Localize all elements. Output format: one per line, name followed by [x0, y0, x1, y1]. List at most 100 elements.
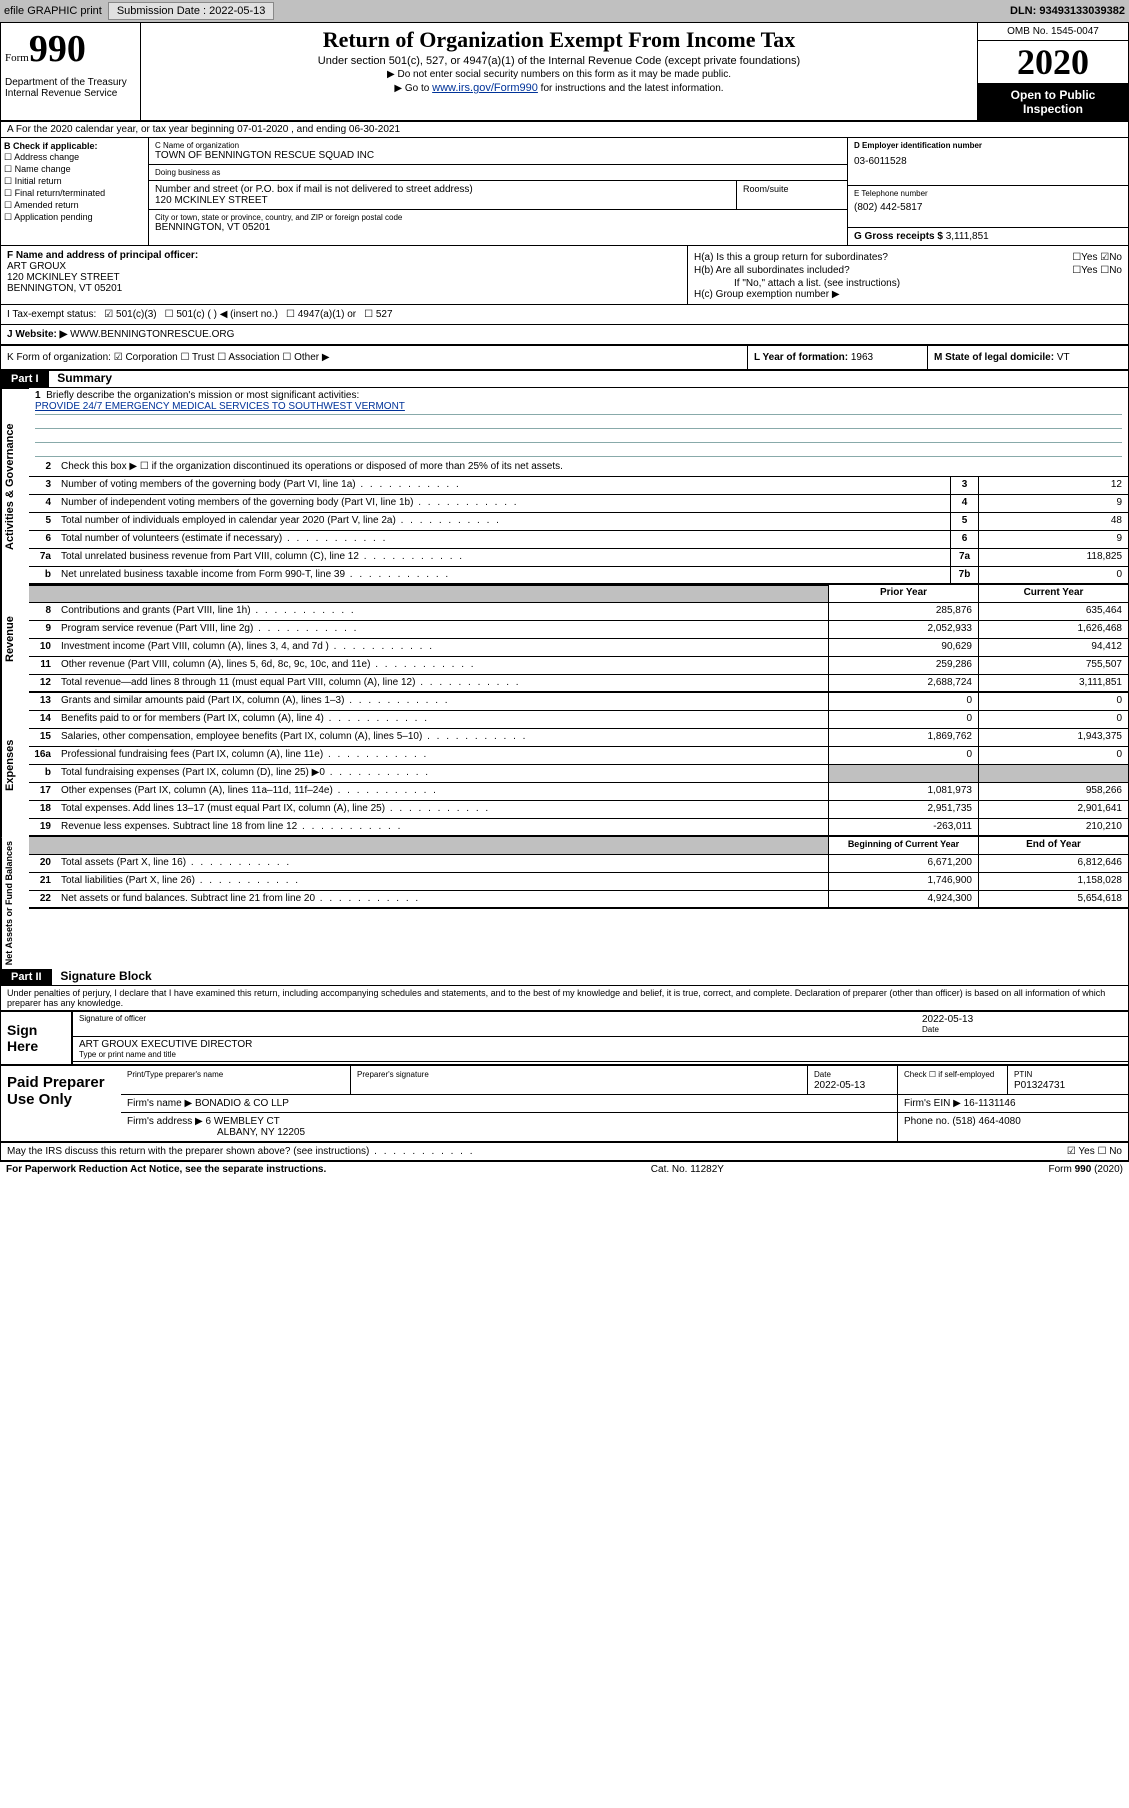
dba-cell: Doing business as [149, 165, 847, 181]
header-title-block: Return of Organization Exempt From Incom… [141, 23, 978, 120]
form-990: Form990 Department of the Treasury Inter… [0, 22, 1129, 1162]
tax-exempt-row: I Tax-exempt status: ☑ 501(c)(3) ☐ 501(c… [1, 305, 1128, 325]
officer-name-line: ART GROUX EXECUTIVE DIRECTORType or prin… [73, 1037, 1128, 1062]
penalty-text: Under penalties of perjury, I declare th… [1, 986, 1128, 1010]
netassets-section: Net Assets or Fund Balances Beginning of… [1, 837, 1128, 969]
line-a-period: A For the 2020 calendar year, or tax yea… [1, 122, 1128, 138]
dln: DLN: 93493133039382 [1010, 5, 1125, 17]
rev-header: Prior Year Current Year [29, 585, 1128, 603]
addr-cell: Number and street (or P.O. box if mail i… [149, 181, 847, 210]
form-title: Return of Organization Exempt From Incom… [149, 27, 969, 53]
section-bcde: B Check if applicable: ☐ Address change … [1, 138, 1128, 246]
discuss-row: May the IRS discuss this return with the… [1, 1143, 1128, 1161]
dept-treasury: Department of the Treasury Internal Reve… [5, 77, 136, 99]
prep-row1: Print/Type preparer's name Preparer's si… [121, 1066, 1128, 1095]
gross-receipts-cell: G Gross receipts $ 3,111,851 [848, 228, 1128, 245]
data-row: 18 Total expenses. Add lines 13–17 (must… [29, 801, 1128, 819]
phone-cell: E Telephone number (802) 442-5817 [848, 186, 1128, 228]
prep-row3: Firm's address ▶ 6 WEMBLEY CTALBANY, NY … [121, 1113, 1128, 1141]
data-row: 10 Investment income (Part VIII, column … [29, 639, 1128, 657]
page-footer: For Paperwork Reduction Act Notice, see … [0, 1162, 1129, 1177]
side-governance: Activities & Governance [1, 388, 29, 585]
governance-section: Activities & Governance 1 Briefly descri… [1, 388, 1128, 585]
ein-cell: D Employer identification number 03-6011… [848, 138, 1128, 186]
data-row: 22 Net assets or fund balances. Subtract… [29, 891, 1128, 909]
city-cell: City or town, state or province, country… [149, 210, 847, 236]
data-row: 14 Benefits paid to or for members (Part… [29, 711, 1128, 729]
data-row: 15 Salaries, other compensation, employe… [29, 729, 1128, 747]
tax-year: 2020 [978, 41, 1128, 84]
omb-number: OMB No. 1545-0047 [978, 23, 1128, 41]
data-row: 21 Total liabilities (Part X, line 26) 1… [29, 873, 1128, 891]
gov-row: 7a Total unrelated business revenue from… [29, 549, 1128, 567]
gov-row: 5 Total number of individuals employed i… [29, 513, 1128, 531]
chk-app-pending[interactable]: ☐ Application pending [4, 212, 145, 223]
expenses-section: Expenses 13 Grants and similar amounts p… [1, 693, 1128, 837]
data-row: 16a Professional fundraising fees (Part … [29, 747, 1128, 765]
part1-header: Part I Summary [1, 371, 1128, 388]
cat-no: Cat. No. 11282Y [651, 1164, 724, 1175]
form-org-type: K Form of organization: ☑ Corporation ☐ … [1, 346, 748, 369]
mission-text: PROVIDE 24/7 EMERGENCY MEDICAL SERVICES … [35, 401, 1122, 415]
data-row: 11 Other revenue (Part VIII, column (A),… [29, 657, 1128, 675]
side-netassets: Net Assets or Fund Balances [1, 837, 29, 969]
toolbar: efile GRAPHIC print Submission Date : 20… [0, 0, 1129, 22]
chk-4947[interactable]: ☐ 4947(a)(1) or [286, 309, 356, 320]
block-h: H(a) Is this a group return for subordin… [688, 246, 1128, 304]
data-row: b Total fundraising expenses (Part IX, c… [29, 765, 1128, 783]
paid-preparer-block: Paid Preparer Use Only Print/Type prepar… [1, 1064, 1128, 1143]
hb-question: H(b) Are all subordinates included?☐Yes … [694, 265, 1122, 276]
header-right: OMB No. 1545-0047 2020 Open to Public In… [978, 23, 1128, 120]
mission-row: 1 Briefly describe the organization's mi… [29, 388, 1128, 459]
goto-note: ▶ Go to www.irs.gov/Form990 for instruct… [149, 82, 969, 94]
block-c: C Name of organization TOWN OF BENNINGTO… [149, 138, 848, 245]
part2-header: Part II Signature Block [1, 969, 1128, 986]
ha-question: H(a) Is this a group return for subordin… [694, 252, 1122, 263]
revenue-section: Revenue Prior Year Current Year 8 Contri… [1, 585, 1128, 693]
efile-label: efile GRAPHIC print [4, 5, 102, 17]
data-row: 20 Total assets (Part X, line 16) 6,671,… [29, 855, 1128, 873]
chk-address-change[interactable]: ☐ Address change [4, 152, 145, 163]
data-row: 13 Grants and similar amounts paid (Part… [29, 693, 1128, 711]
form-subtitle: Under section 501(c), 527, or 4947(a)(1)… [149, 55, 969, 67]
data-row: 9 Program service revenue (Part VIII, li… [29, 621, 1128, 639]
data-row: 17 Other expenses (Part IX, column (A), … [29, 783, 1128, 801]
year-formation: L Year of formation: 1963 [748, 346, 928, 369]
gov-row: 4 Number of independent voting members o… [29, 495, 1128, 513]
gov-row: 3 Number of voting members of the govern… [29, 477, 1128, 495]
org-name-cell: C Name of organization TOWN OF BENNINGTO… [149, 138, 847, 165]
form990-link[interactable]: www.irs.gov/Form990 [432, 82, 538, 94]
gov-row: b Net unrelated business taxable income … [29, 567, 1128, 585]
paid-preparer-label: Paid Preparer Use Only [1, 1066, 121, 1141]
officer-sig-line: Signature of officer 2022-05-13Date [73, 1012, 1128, 1037]
sign-here-label: Sign Here [1, 1012, 71, 1064]
block-d: D Employer identification number 03-6011… [848, 138, 1128, 245]
ssn-note: ▶ Do not enter social security numbers o… [149, 69, 969, 80]
sign-here-block: Sign Here Signature of officer 2022-05-1… [1, 1010, 1128, 1064]
chk-501c3[interactable]: ☑ 501(c)(3) [104, 309, 156, 320]
website-value: WWW.BENNINGTONRESCUE.ORG [70, 329, 234, 340]
paperwork-notice: For Paperwork Reduction Act Notice, see … [6, 1164, 326, 1175]
header-left: Form990 Department of the Treasury Inter… [1, 23, 141, 120]
data-row: 8 Contributions and grants (Part VIII, l… [29, 603, 1128, 621]
prep-row2: Firm's name ▶ BONADIO & CO LLP Firm's EI… [121, 1095, 1128, 1113]
hb-note: If "No," attach a list. (see instruction… [694, 278, 1122, 289]
form-header: Form990 Department of the Treasury Inter… [1, 23, 1128, 122]
chk-527[interactable]: ☐ 527 [364, 309, 392, 320]
side-revenue: Revenue [1, 585, 29, 693]
submission-date-button[interactable]: Submission Date : 2022-05-13 [108, 2, 275, 20]
form-number: Form990 [5, 27, 136, 71]
website-row: J Website: ▶ WWW.BENNINGTONRESCUE.ORG [1, 325, 1128, 346]
gov-row: 6 Total number of volunteers (estimate i… [29, 531, 1128, 549]
line2: 2Check this box ▶ ☐ if the organization … [29, 459, 1128, 477]
block-f-officer: F Name and address of principal officer:… [1, 246, 688, 304]
chk-name-change[interactable]: ☐ Name change [4, 164, 145, 175]
hc-group: H(c) Group exemption number ▶ [694, 289, 1122, 300]
data-row: 12 Total revenue—add lines 8 through 11 … [29, 675, 1128, 693]
state-domicile: M State of legal domicile: VT [928, 346, 1128, 369]
chk-final-return[interactable]: ☐ Final return/terminated [4, 188, 145, 199]
side-expenses: Expenses [1, 693, 29, 837]
chk-amended[interactable]: ☐ Amended return [4, 200, 145, 211]
chk-initial-return[interactable]: ☐ Initial return [4, 176, 145, 187]
chk-501c[interactable]: ☐ 501(c) ( ) ◀ (insert no.) [165, 309, 278, 320]
